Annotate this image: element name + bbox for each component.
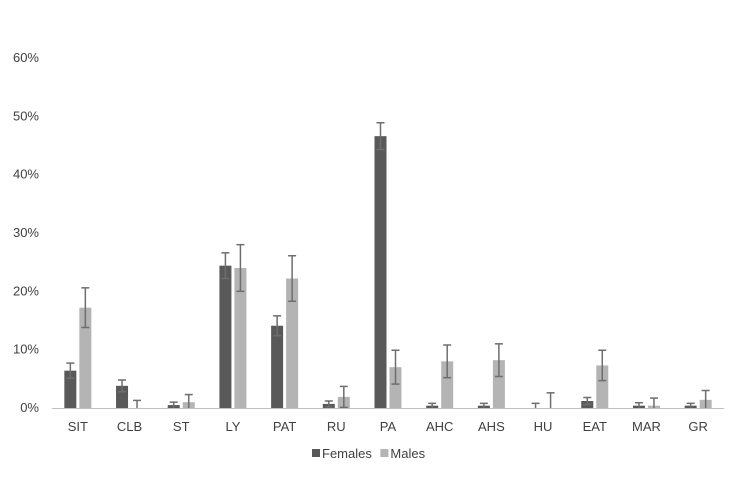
error-bar-males-st [184,393,193,408]
legend: Females Males [312,446,426,461]
bar-females-ly [219,265,232,408]
x-tick-label-eat: EAT [583,419,607,434]
x-tick-label-ahc: AHC [426,419,453,434]
x-tick-label-mar: MAR [632,419,661,434]
error-bar-males-hu [546,392,555,408]
x-tick-label-hu: HU [534,419,553,434]
error-bar-males-clb [133,399,142,408]
bar-females-clb [116,385,129,408]
error-bar-males-ahs [494,343,503,378]
x-tick-label-ly: LY [225,419,240,434]
error-bar-females-mar [634,402,643,408]
error-bar-females-sit [66,362,75,379]
error-bar-females-ru [324,400,333,408]
x-axis-labels: SIT CLB ST LY PAT RU PA AHC AHS HU EAT MAR GR [68,419,708,434]
bar-females-pa [374,136,387,408]
x-tick-label-st: ST [173,419,190,434]
error-bar-males-gr [701,389,710,408]
error-bar-males-pat [288,255,297,302]
legend-label-females: Females [322,446,372,461]
error-bars-group [66,122,710,409]
bar-females-sit [64,370,77,408]
legend-swatch-males [380,449,389,457]
bar-males-ahc [441,361,454,408]
bar-males-pat [286,278,299,408]
x-tick-label-gr: GR [688,419,708,434]
error-bar-males-ru [339,385,348,409]
error-bar-females-pat [273,315,282,337]
error-bar-females-pa [376,122,385,151]
legend-swatch-females [312,449,320,457]
y-tick-label-20: 20% [13,283,39,298]
x-tick-label-ru: RU [327,419,346,434]
error-bar-males-ahc [443,344,452,379]
y-tick-label-40: 40% [13,167,39,182]
legend-item-females: Females [312,446,372,461]
bar-males-eat [596,365,609,408]
error-bar-females-ahs [479,402,488,408]
error-bar-females-hu [531,402,540,408]
bar-males-ahs [492,360,505,408]
y-axis-ticks: 0% 10% 20% 30% 40% 50% 60% [13,50,39,415]
error-bar-males-sit [81,287,90,329]
error-bar-females-ahc [428,402,437,408]
bar-males-ly [234,268,247,408]
bar-males-pa [389,367,402,408]
x-tick-label-clb: CLB [117,419,142,434]
y-tick-label-10: 10% [13,342,39,357]
bar-females-pat [271,325,284,408]
bar-males-sit [79,307,92,408]
error-bar-males-pa [391,349,400,385]
x-tick-label-pat: PAT [273,419,296,434]
error-bar-females-st [169,401,178,408]
y-tick-label-30: 30% [13,225,39,240]
x-tick-label-sit: SIT [68,419,88,434]
error-bar-males-mar [649,397,658,408]
bars-group [64,136,712,408]
error-bar-males-eat [598,349,607,382]
error-bar-females-ly [221,252,230,280]
x-tick-label-ahs: AHS [478,419,505,434]
y-tick-label-0: 0% [20,400,39,415]
error-bar-males-ly [236,243,245,293]
legend-item-males: Males [380,446,426,461]
error-bar-females-gr [686,402,695,408]
y-tick-label-50: 50% [13,108,39,123]
legend-label-males: Males [390,446,425,461]
x-tick-label-pa: PA [380,419,397,434]
y-tick-label-60: 60% [13,50,39,65]
error-bar-females-clb [118,379,127,393]
error-bar-females-eat [583,396,592,406]
